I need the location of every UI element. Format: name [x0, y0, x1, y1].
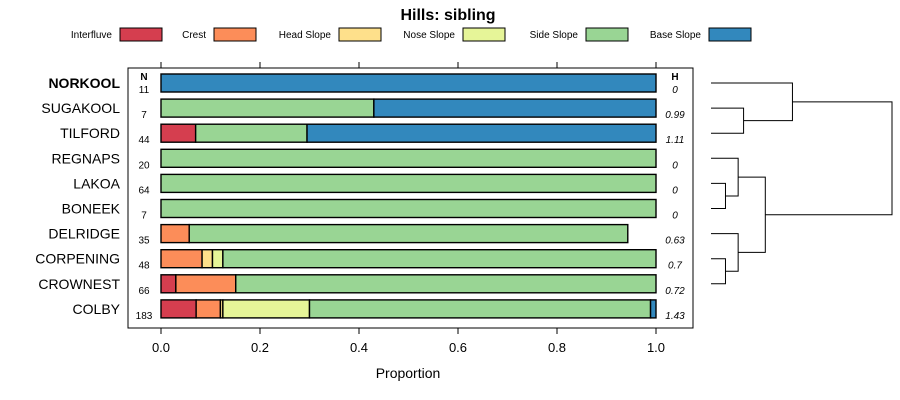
- bar-segment-corpening-nose-slope: [211, 248, 224, 269]
- chart-title: Hills: sibling: [400, 7, 495, 24]
- legend-label-interfluve: Interfluve: [71, 30, 113, 41]
- row-label-lakoa: LAKOA: [73, 175, 120, 191]
- bar-segment-norkool-base-slope: [160, 73, 657, 93]
- n-value-lakoa: 64: [138, 185, 150, 196]
- n-value-sugakool: 7: [141, 110, 147, 121]
- h-value-lakoa: 0: [672, 185, 678, 196]
- dendrogram-link-6: [711, 82, 793, 122]
- plot-frame: [127, 67, 694, 329]
- bar-segment-corpening-side-slope: [222, 248, 657, 269]
- n-value-delridge: 35: [138, 236, 150, 247]
- dendrogram-link-2: [711, 258, 726, 285]
- bar-segment-colby-crest: [195, 299, 222, 319]
- bar-segment-colby-interfluve: [160, 299, 197, 319]
- dendrogram-link-0: [711, 182, 726, 209]
- bar-segment-tilford-side-slope: [194, 123, 308, 143]
- bar-segment-crownest-side-slope: [235, 274, 657, 294]
- h-value-tilford: 1.11: [666, 135, 685, 146]
- legend-swatch-interfluve: [119, 27, 163, 42]
- dendrogram-link-4: [738, 176, 766, 253]
- h-column-header: H: [671, 72, 678, 83]
- bar-segment-sugakool-side-slope: [160, 98, 375, 118]
- legend-swatch-nose-slope: [462, 27, 506, 42]
- bar-segment-colby-nose-slope: [222, 299, 311, 319]
- n-value-norkool: 11: [139, 85, 150, 96]
- row-label-tilford: TILFORD: [60, 125, 120, 141]
- dendrogram-link-7: [765, 101, 893, 216]
- bar-segment-colby-side-slope: [308, 299, 652, 319]
- n-value-boneek: 7: [141, 211, 147, 222]
- bar-segment-delridge-side-slope: [188, 223, 629, 244]
- bar-segment-colby-base-slope: [649, 299, 657, 319]
- h-value-colby: 1.43: [665, 311, 685, 322]
- h-value-crownest: 0.72: [665, 286, 685, 297]
- n-value-crownest: 66: [138, 286, 150, 297]
- legend-swatch-side-slope: [585, 27, 629, 42]
- n-value-corpening: 48: [138, 261, 150, 272]
- h-value-corpening: 0.7: [668, 261, 682, 272]
- row-label-norkool: NORKOOL: [48, 75, 120, 91]
- bar-segment-boneek-side-slope: [160, 198, 657, 219]
- row-label-delridge: DELRIDGE: [48, 226, 120, 242]
- legend-label-crest: Crest: [182, 30, 206, 41]
- h-value-norkool: 0: [672, 85, 678, 96]
- h-value-regnaps: 0: [672, 160, 678, 171]
- bar-segment-corpening-head-slope: [201, 248, 214, 269]
- rows: NORKOOL 11 0 SUGAKOOL 7 0.99 TILFORD 44 1.11 REGN…: [35, 73, 685, 322]
- n-column-header: N: [140, 72, 147, 83]
- legend-swatch-crest: [213, 27, 257, 42]
- bar-segment-tilford-base-slope: [306, 123, 657, 143]
- h-value-delridge: 0.63: [665, 236, 685, 247]
- legend-label-nose-slope: Nose Slope: [403, 30, 455, 41]
- legend-swatch-head-slope: [338, 27, 382, 42]
- row-label-regnaps: REGNAPS: [52, 150, 120, 166]
- x-axis-title: Proportion: [376, 365, 441, 381]
- dendrogram: [711, 82, 893, 285]
- legend-label-side-slope: Side Slope: [530, 30, 579, 41]
- dendrogram-link-3: [711, 233, 739, 272]
- x-tick-label-0: 0.0: [152, 340, 170, 355]
- x-tick-label-4: 0.8: [548, 340, 566, 355]
- row-label-colby: COLBY: [73, 301, 121, 317]
- row-label-sugakool: SUGAKOOL: [41, 100, 120, 116]
- n-value-tilford: 44: [138, 135, 150, 146]
- h-value-boneek: 0: [672, 211, 678, 222]
- h-value-sugakool: 0.99: [665, 110, 685, 121]
- n-value-colby: 183: [136, 311, 153, 322]
- bar-segment-lakoa-side-slope: [160, 173, 657, 194]
- legend: Interfluve Crest Head Slope Nose Slope Side …: [71, 27, 752, 42]
- bar-segment-crownest-crest: [175, 274, 237, 294]
- legend-label-base-slope: Base Slope: [650, 30, 702, 41]
- x-tick-label-5: 1.0: [647, 340, 665, 355]
- dendrogram-link-5: [711, 107, 745, 134]
- row-label-crownest: CROWNEST: [38, 276, 120, 292]
- bar-segment-regnaps-side-slope: [160, 148, 657, 169]
- bar-segment-tilford-interfluve: [160, 123, 197, 143]
- legend-label-head-slope: Head Slope: [279, 30, 332, 41]
- x-tick-label-2: 0.4: [350, 340, 368, 355]
- x-tick-label-3: 0.6: [449, 340, 467, 355]
- n-value-regnaps: 20: [138, 160, 150, 171]
- row-label-corpening: CORPENING: [35, 251, 120, 267]
- bar-segment-sugakool-base-slope: [373, 98, 657, 118]
- bar-segment-corpening-crest: [160, 248, 203, 269]
- bar-segment-delridge-crest: [160, 223, 190, 244]
- x-axis: 0.0 0.2 0.4 0.6 0.8 1.0: [152, 62, 665, 355]
- legend-swatch-base-slope: [708, 27, 752, 42]
- row-label-boneek: BONEEK: [62, 201, 121, 217]
- dendrogram-link-1: [711, 157, 739, 197]
- bar-segment-crownest-interfluve: [160, 274, 177, 294]
- x-tick-label-1: 0.2: [251, 340, 269, 355]
